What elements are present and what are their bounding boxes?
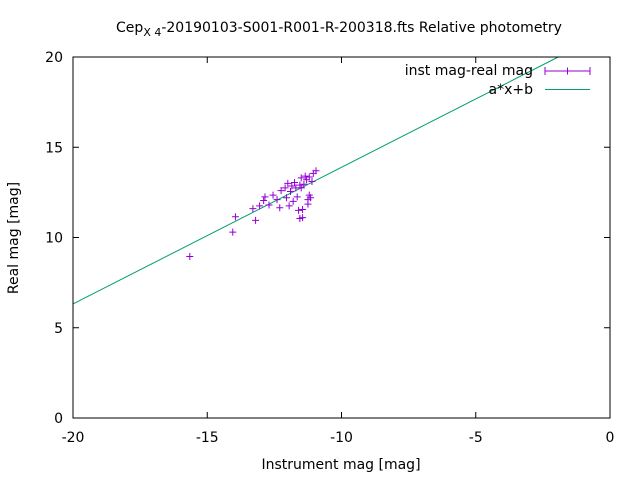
data-point: [297, 174, 305, 182]
legend: inst mag-real mag a*x+b: [405, 63, 591, 98]
data-point: [284, 179, 292, 187]
data-point: [256, 202, 264, 210]
legend-sample-errorbar: [544, 67, 591, 75]
data-point: [301, 172, 309, 180]
data-point: [289, 197, 297, 205]
y-tick-label: 10: [45, 231, 63, 247]
x-tick-label: -20: [62, 430, 85, 446]
data-point: [299, 206, 307, 214]
data-point: [299, 214, 307, 222]
data-point: [269, 191, 277, 199]
chart-title: CepX 4-20190103-S001-R001-R-200318.fts R…: [116, 20, 562, 39]
data-point: [308, 178, 316, 186]
data-point: [265, 201, 273, 209]
legend-label-fit-line: a*x+b: [489, 82, 534, 98]
data-point: [273, 196, 281, 204]
x-tick-label: 0: [606, 430, 615, 446]
data-point: [286, 187, 294, 195]
data-point: [229, 228, 237, 236]
y-tick-label: 15: [45, 140, 63, 156]
x-tick-label: -5: [469, 430, 483, 446]
data-point: [291, 178, 299, 186]
data-point: [293, 193, 301, 201]
data-point: [260, 196, 268, 204]
data-point: [281, 184, 289, 192]
data-point: [285, 202, 293, 210]
data-point: [252, 216, 260, 224]
x-tick-label: -15: [196, 430, 219, 446]
legend-label-inst-mag-real-mag: inst mag-real mag: [405, 63, 533, 79]
data-point: [300, 180, 308, 188]
data-point: [305, 173, 313, 181]
y-tick-label: 0: [54, 411, 63, 427]
data-point: [249, 205, 257, 213]
y-tick-label: 20: [45, 50, 63, 66]
data-point: [304, 200, 312, 208]
data-point: [261, 193, 269, 201]
data-point: [288, 182, 296, 190]
x-tick-label: -10: [330, 430, 353, 446]
data-point: [231, 213, 239, 221]
legend-errorbar-mark: [544, 67, 591, 75]
fit-line: [72, 56, 559, 305]
data-point: [186, 252, 194, 260]
data-point: [297, 184, 305, 192]
data-point: [312, 167, 320, 175]
y-tick-label: 5: [54, 321, 63, 337]
y-axis-label: Real mag [mag]: [6, 182, 22, 294]
data-point: [307, 194, 315, 202]
data-point: [277, 187, 285, 195]
plot-frame: [72, 56, 611, 419]
data-point: [295, 206, 303, 214]
data-point: [282, 194, 290, 202]
data-point: [276, 204, 284, 212]
x-axis-label: Instrument mag [mag]: [261, 457, 420, 473]
